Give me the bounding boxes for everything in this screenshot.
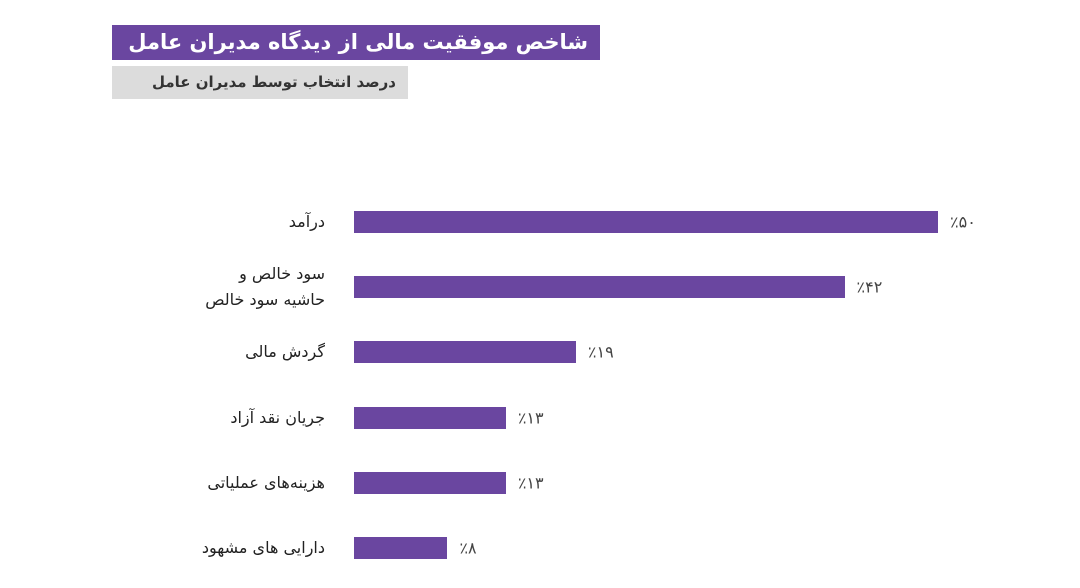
category-label: دارایی های مشهود <box>201 538 325 557</box>
value-label: ٪۸ <box>459 538 477 558</box>
bar <box>354 471 506 494</box>
value-label: ٪۴۲ <box>856 277 883 297</box>
value-label: ٪۱۹ <box>587 342 614 362</box>
chart-title: شاخص موفقیت مالی از دیدگاه مدیران عامل <box>112 25 600 60</box>
category-label: جریان نقد آزاد <box>230 407 325 427</box>
bar <box>354 211 938 233</box>
value-label: ٪۵۰ <box>950 212 976 232</box>
value-label: ٪۱۳ <box>517 473 544 493</box>
bar <box>354 537 448 559</box>
bar <box>354 341 576 364</box>
bar <box>354 276 845 299</box>
bar <box>354 406 506 429</box>
value-label: ٪۱۳ <box>517 408 544 428</box>
category-label: سود خالص و حاشیه سود خالص <box>205 264 325 310</box>
chart-subtitle: درصد انتخاب توسط مدیران عامل <box>112 66 408 99</box>
category-label: گردش مالی <box>245 342 325 362</box>
category-label: هزینه‌های عملیاتی <box>207 472 325 492</box>
category-label: درآمد <box>288 212 325 231</box>
